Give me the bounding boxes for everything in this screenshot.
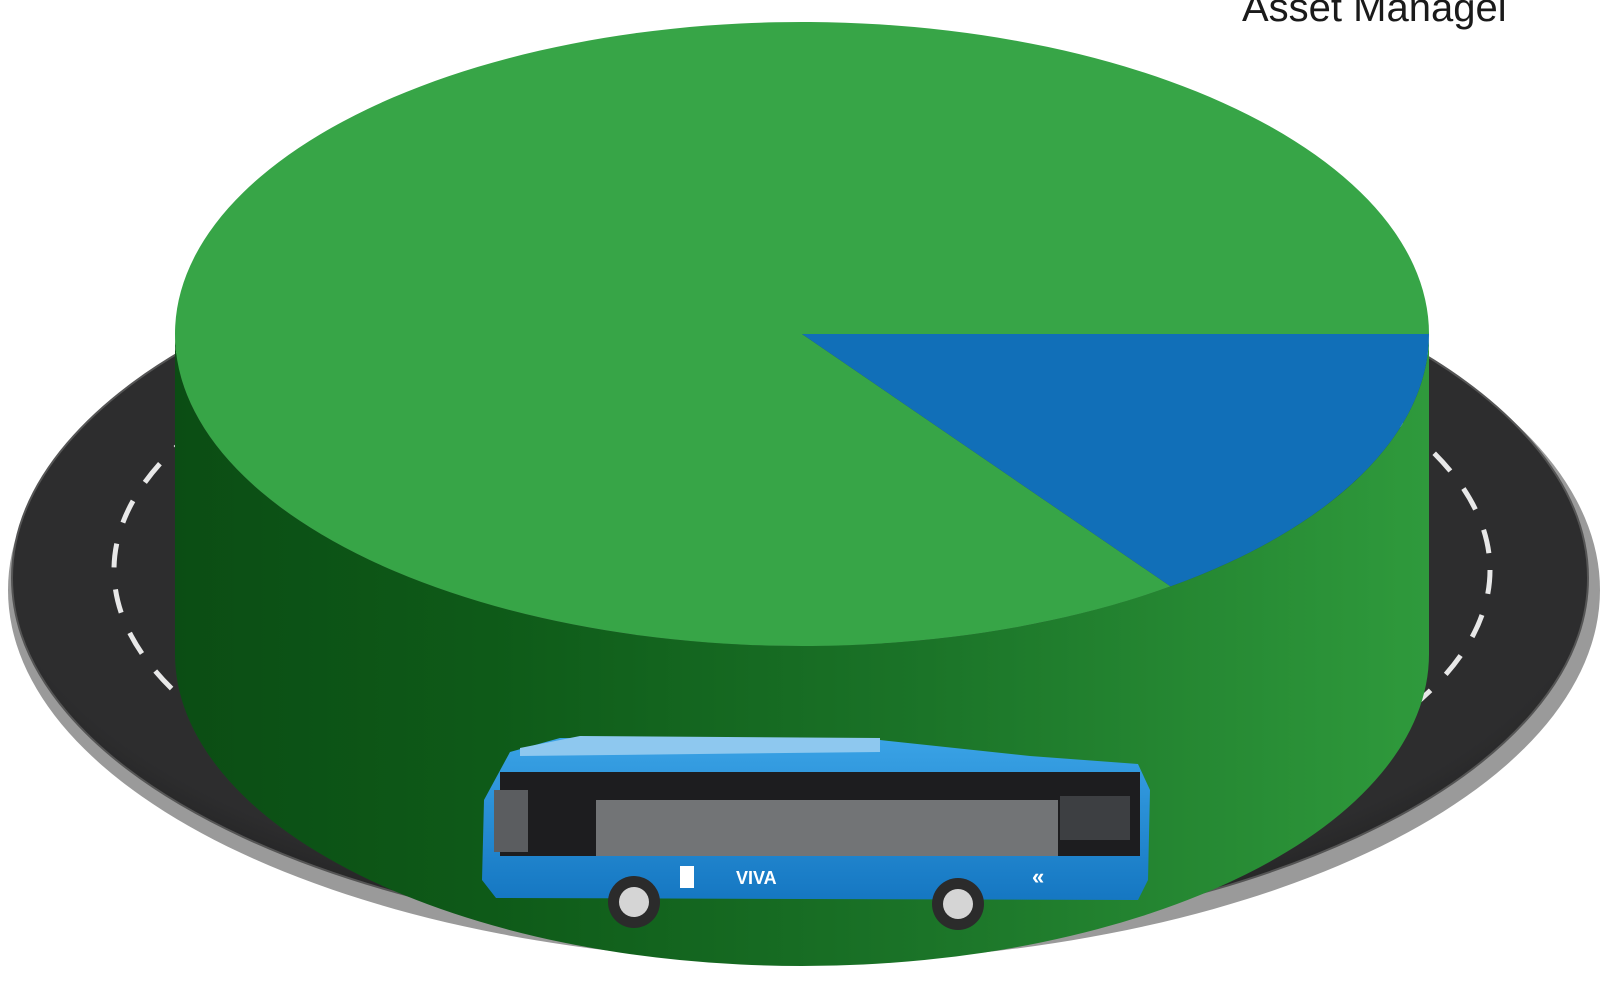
- bus-rear-window: [494, 790, 528, 852]
- pie-slice-1: [175, 22, 1430, 647]
- bus-front-door: [1060, 796, 1130, 840]
- bus-chevron-icon: «: [1032, 864, 1044, 889]
- bus-side-windows: [596, 800, 1058, 856]
- bus-rear-hub: [619, 887, 649, 917]
- chart-title: Asset Managei: [1242, 0, 1507, 30]
- pie-slice-2: [802, 334, 1429, 587]
- bus-front-hub: [943, 889, 973, 919]
- bus-brand-text: VIVA: [736, 868, 777, 888]
- bus-roof: [520, 736, 880, 756]
- bus-illustration: VIVA «: [482, 736, 1150, 930]
- bus-logo-icon: [680, 866, 694, 888]
